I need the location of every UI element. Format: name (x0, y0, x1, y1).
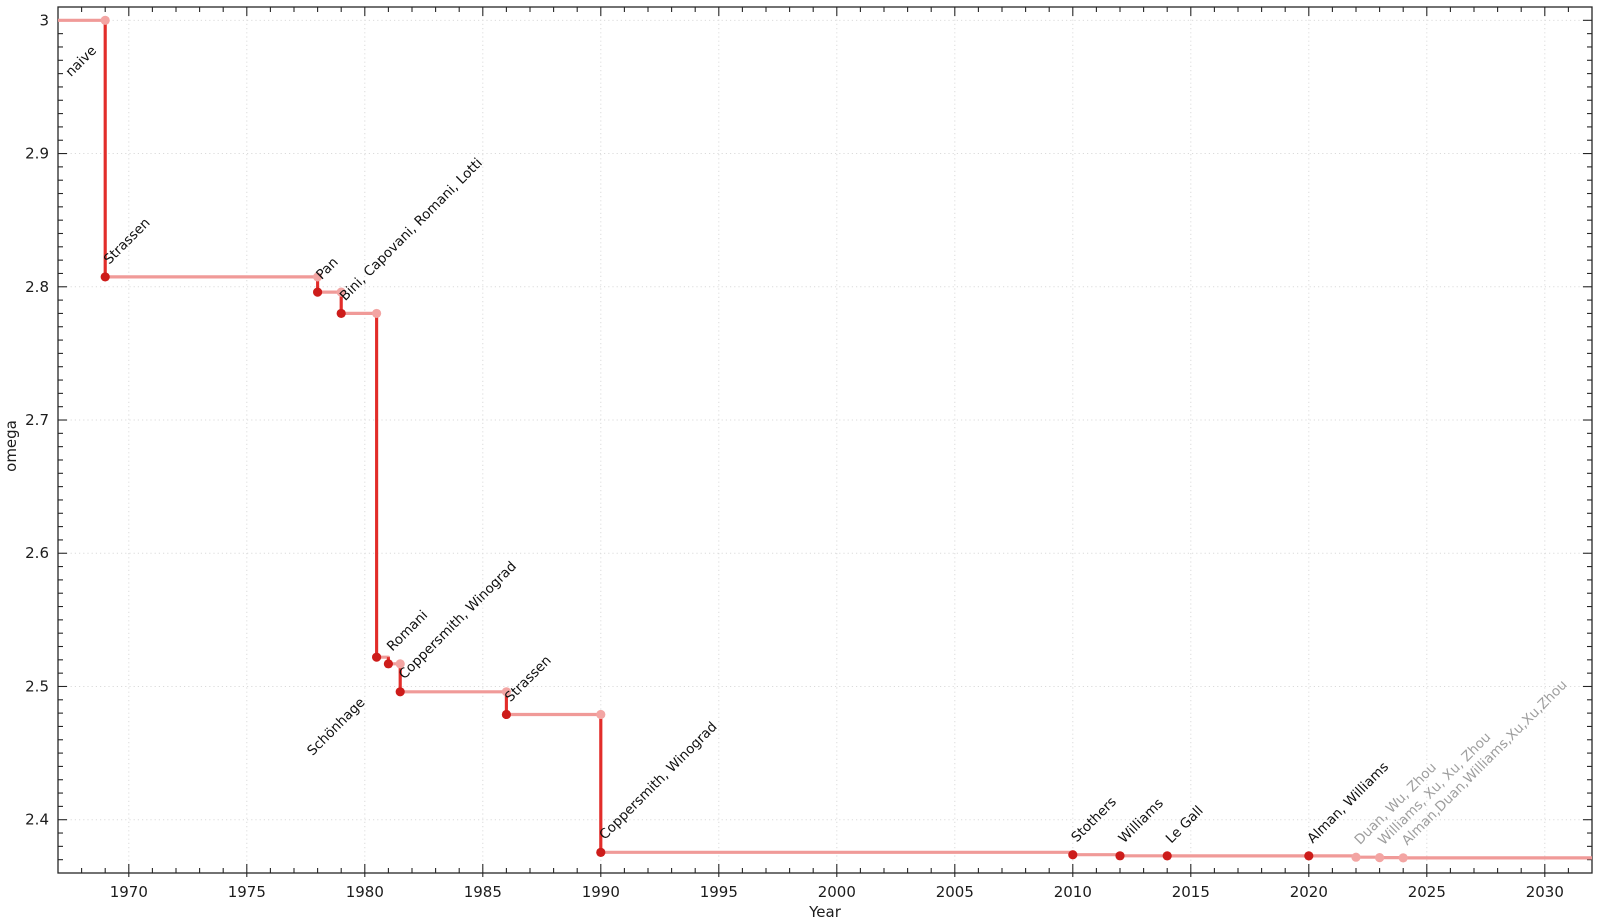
data-point-marker (383, 659, 393, 669)
data-point-marker (395, 687, 405, 697)
annotation-label: Schönhage (304, 695, 368, 759)
step-line (58, 18, 1592, 860)
x-tick-label: 2025 (1408, 883, 1446, 901)
step-corner-marker (501, 687, 511, 697)
data-point-marker-unconfirmed (1398, 853, 1408, 863)
step-corner-marker (372, 308, 382, 319)
step-corner-marker (395, 659, 405, 669)
x-tick-label: 2010 (1054, 883, 1092, 901)
data-point-marker (313, 287, 323, 297)
y-tick-label: 2.8 (25, 278, 49, 296)
data-point-marker (100, 272, 110, 282)
annotation-label: Williams, Xu, Xu, Zhou (1375, 729, 1494, 848)
tick-labels: 1970 1975 1980 1985 1990 1995 2000 2005 2010 2015… (25, 11, 1564, 901)
data-point-markers (100, 15, 1408, 863)
x-tick-label: 2015 (1172, 883, 1210, 901)
x-tick-label: 1990 (582, 883, 620, 901)
step-series (58, 18, 1592, 860)
annotation-label: Strassen (502, 653, 555, 706)
grid-lines (58, 7, 1592, 873)
data-point-marker-unconfirmed (1351, 852, 1361, 862)
data-point-marker (1304, 851, 1314, 861)
annotation-label: Bini, Capovani, Romani, Lotti (337, 155, 486, 304)
x-tick-label: 1980 (346, 883, 384, 901)
annotation-label: Strassen (101, 215, 154, 268)
annotation-label: naive (63, 43, 100, 80)
annotation-label: Coppersmith, Winograd (596, 719, 720, 843)
data-point-marker (336, 308, 346, 319)
x-axis-label: Year (808, 903, 842, 920)
data-point-marker (1115, 851, 1125, 861)
data-point-marker (501, 709, 511, 720)
data-point-marker-unconfirmed (1375, 853, 1385, 863)
data-point-marker (372, 652, 382, 662)
x-tick-label: 1975 (228, 883, 266, 901)
step-corner-marker (100, 15, 110, 25)
tick-marks (58, 7, 1592, 877)
x-tick-label: 1995 (700, 883, 738, 901)
x-tick-label: 2030 (1526, 883, 1564, 901)
annotation-label: Williams (1116, 795, 1167, 846)
data-point-marker (596, 847, 606, 857)
step-corner-marker (596, 709, 606, 720)
data-point-marker (1162, 851, 1172, 861)
y-tick-label: 2.6 (25, 544, 49, 562)
annotation-label: Le Gall (1163, 803, 1207, 847)
x-tick-label: 2000 (818, 883, 856, 901)
y-tick-label: 2.9 (25, 145, 49, 163)
y-tick-label: 3 (39, 11, 49, 29)
y-tick-label: 2.4 (25, 811, 49, 829)
plot-frame (57, 6, 1593, 874)
step-corner-marker (313, 272, 323, 282)
y-tick-label: 2.5 (25, 677, 49, 695)
annotation-label: Stothers (1068, 794, 1120, 846)
y-axis-label: omega (2, 420, 20, 472)
x-tick-label: 2020 (1290, 883, 1328, 901)
data-point-marker (1068, 850, 1078, 860)
x-tick-label: 2005 (936, 883, 974, 901)
y-tick-label: 2.7 (25, 411, 49, 429)
step-corner-marker (336, 287, 346, 297)
x-tick-label: 1985 (464, 883, 502, 901)
x-tick-label: 1970 (110, 883, 148, 901)
